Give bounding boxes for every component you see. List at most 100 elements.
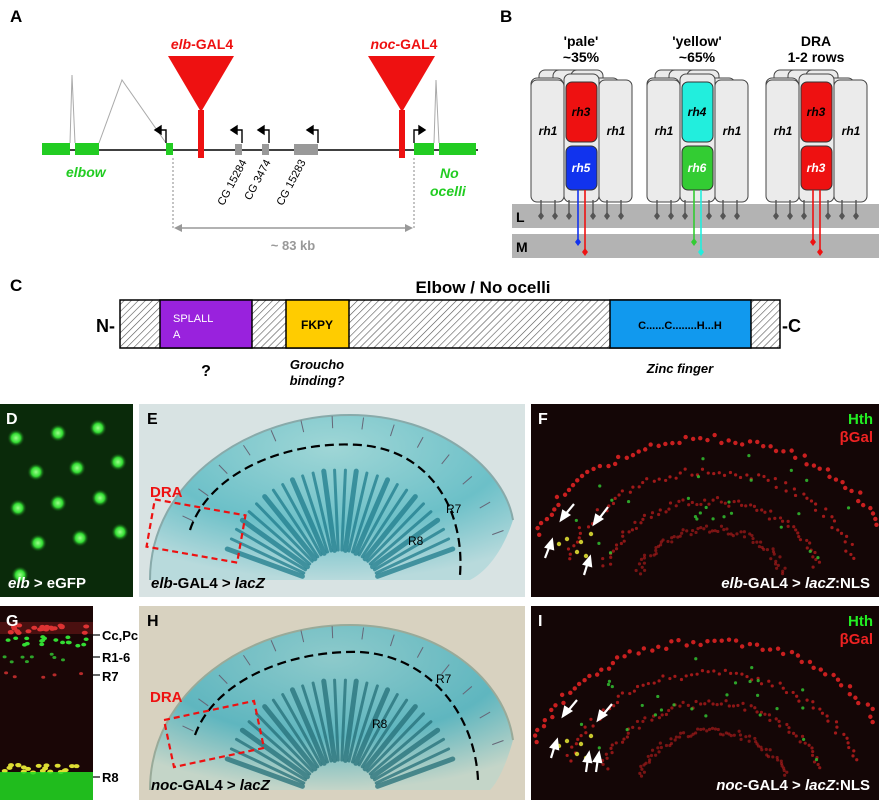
photoreceptor-rays-h (182, 626, 504, 789)
r7-cell (800, 81, 833, 143)
panel-letter-f: F (538, 411, 548, 428)
r8-rhodopsin: rh5 (572, 161, 591, 175)
elbow-gene-label: elbow (66, 164, 107, 180)
r8-label-e: R8 (408, 534, 424, 548)
elb-gal4-insertion: elb-GAL4 (168, 36, 234, 158)
no-ocelli-label-2: ocelli (430, 183, 467, 199)
rh1-label: rh1 (774, 124, 793, 138)
r7-r8-boundary-e (188, 443, 462, 576)
panel-letter-d: D (6, 411, 18, 428)
cg15284-exon (235, 144, 242, 155)
panel-c-protein-diagram: Elbow / No ocelli N- SPLALL A FKPY C....… (96, 278, 801, 388)
c-terminus: -C (782, 316, 801, 336)
elbow-intron-2 (98, 78, 167, 144)
r8-cell (800, 145, 833, 191)
r7-label-h: R7 (436, 672, 452, 686)
group-subtitle-2: ~65% (679, 49, 716, 65)
layer-r1-6: R1-6 (102, 650, 130, 665)
cg3474-exon (262, 144, 269, 155)
panel-e-micrograph: E DRA R7 R8 elb-GAL4 > lacZ (139, 404, 525, 597)
noc-gal4-label: noc-GAL4 (371, 36, 438, 52)
dra-label-e: DRA (150, 484, 183, 501)
rh1-label: rh1 (723, 124, 742, 138)
layer-ticks-g (93, 634, 100, 778)
layer-m-label: M (516, 239, 528, 255)
panel-letter-b: B (500, 7, 512, 26)
fluorescent-cells-g (1, 623, 90, 775)
rh1-label: rh1 (539, 124, 558, 138)
r8-cell (681, 145, 714, 191)
axons (773, 190, 859, 256)
panel-letter-a: A (10, 7, 22, 26)
r8-cell (565, 145, 598, 191)
gfp-spots (7, 419, 129, 584)
tss-arrows (153, 124, 427, 143)
r8-rhodopsin: rh6 (688, 161, 707, 175)
dra-label-h: DRA (150, 689, 183, 706)
r8-rhodopsin: rh3 (807, 161, 826, 175)
rh1-label: rh1 (655, 124, 674, 138)
zinc-finger-motif: C......C........H...H (638, 320, 722, 332)
group-subtitle-1: ~35% (563, 49, 600, 65)
fluorescent-nuclei-i (532, 637, 875, 778)
panel-letter-g: G (6, 613, 18, 630)
photoreceptor-rays-e (182, 416, 504, 579)
noc-exon-2 (439, 143, 476, 155)
eye-section-h (150, 625, 513, 790)
fkpy-domain (285, 299, 350, 349)
retina-outline-h (149, 623, 514, 791)
layer-m-band (512, 234, 879, 258)
elbow-exon-3 (166, 143, 173, 155)
arrows-f (543, 503, 609, 576)
axons (538, 190, 624, 256)
splalla-label-1: SPLALL (173, 313, 213, 325)
panel-f-caption: elb-GAL4 > lacZ:NLS (721, 575, 870, 592)
fluorescent-nuclei-f (535, 432, 879, 576)
rh1-label: rh1 (607, 124, 626, 138)
ommatidium-1: 'pale'~35% rh1 rh1 rh3 rh5 (530, 33, 633, 256)
panel-g-micrograph: G Cc,Pc R1-6 R7 R8 (0, 606, 138, 800)
no-ocelli-label-1: No (440, 165, 459, 181)
zinc-finger-domain (609, 299, 752, 349)
panel-d-caption: elb > eGFP (8, 575, 86, 592)
panel-i-caption: noc-GAL4 > lacZ:NLS (716, 777, 870, 794)
dra-box-h (162, 699, 266, 769)
ommatidium-2: 'yellow'~65% rh1 rh1 rh4 rh6 (646, 33, 749, 256)
layer-l-band (512, 204, 879, 228)
panel-h-micrograph: H DRA R7 R8 noc-GAL4 > lacZ (139, 606, 525, 800)
group-subtitle-3: 1-2 rows (788, 49, 845, 65)
zinc-finger-note: Zinc finger (646, 361, 714, 376)
layer-r8: R8 (102, 770, 119, 785)
r8-label-h: R8 (372, 717, 388, 731)
panel-b-ommatidia: LM 'pale'~35% rh1 rh1 rh3 rh5 'yellow'~65% rh1 r… (512, 33, 879, 258)
elbow-exon-1 (42, 143, 70, 155)
elbow-exon-2 (75, 143, 99, 155)
elbow-intron-1 (69, 74, 76, 144)
dist-arrow-left-head (174, 224, 182, 232)
splalla-label-2: A (173, 329, 181, 341)
cg15284-label: CG 15284 (216, 158, 250, 208)
noc-intron (433, 79, 440, 144)
fkpy-label: FKPY (301, 318, 333, 332)
panel-d-micrograph: D elb > eGFP (0, 404, 133, 597)
noc-exon-1 (414, 143, 434, 155)
rh1-label: rh1 (842, 124, 861, 138)
protein-title: Elbow / No ocelli (415, 278, 550, 297)
layer-cc-pc: Cc,Pc (102, 628, 138, 643)
noc-gal4-insertion: noc-GAL4 (368, 36, 438, 158)
arrows-i (549, 699, 613, 773)
r7-cell (681, 81, 714, 143)
panel-h-caption: noc-GAL4 > lacZ (151, 777, 271, 794)
panel-e-caption: elb-GAL4 > lacZ (151, 575, 266, 592)
n-terminus: N- (96, 316, 115, 336)
r7-r8-boundary-h (193, 650, 480, 781)
panel-letter-c: C (10, 276, 22, 295)
hth-legend-f: Hth (848, 411, 873, 428)
r7-label-e: R7 (446, 502, 462, 516)
group-title-2: 'yellow' (672, 33, 721, 49)
panel-letter-e: E (147, 411, 158, 428)
panel-a-locus-map: elb-GAL4 noc-GAL4 elbow No ocelli CG 152… (42, 36, 478, 253)
layer-l-label: L (516, 209, 525, 225)
